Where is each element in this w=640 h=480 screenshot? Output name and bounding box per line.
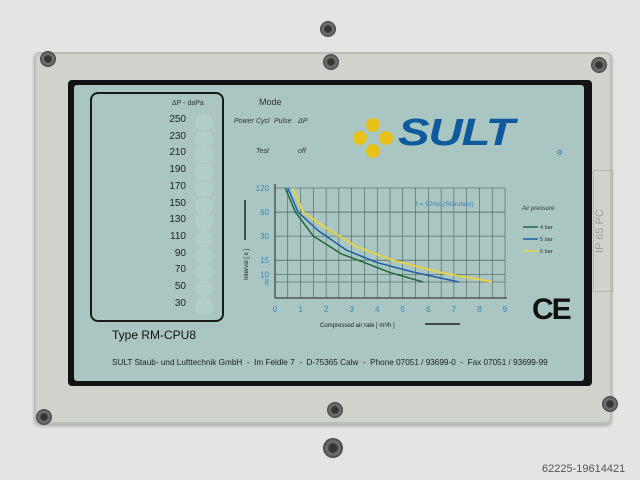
y-tick-label: 15 — [260, 256, 269, 265]
pressure-led — [196, 165, 212, 180]
scale-value: 230 — [169, 130, 186, 142]
registered-mark: ® — [557, 150, 563, 157]
pressure-led — [196, 248, 212, 263]
x-axis-label: Compressed air rate [ m³/h ] — [320, 323, 395, 329]
scale-value: 110 — [170, 230, 186, 242]
series-line-5-bar — [287, 187, 460, 283]
scale-value: 50 — [174, 281, 186, 292]
screw — [320, 21, 336, 37]
x-tick-label: 5 — [401, 305, 406, 314]
x-tick-label: 1 — [298, 305, 303, 314]
screw — [40, 51, 56, 67]
mode-title: Mode — [259, 97, 282, 107]
brand-logo: SULT — [398, 112, 515, 154]
side-label: IP 65 PC — [593, 170, 613, 292]
screw — [323, 438, 343, 458]
x-tick-label: 0 — [273, 305, 278, 314]
legend-label: 6 bar — [540, 249, 553, 255]
x-tick-label: 9 — [503, 305, 508, 314]
scale-value: 90 — [174, 247, 186, 259]
scale-value: 70 — [174, 264, 186, 276]
manufacturer-footer: SULT Staub- und Lufttechnik GmbH - Im Fe… — [112, 358, 548, 367]
scale-value: 150 — [169, 197, 186, 209]
pressure-scale: ΔP - daPa 250 230 210 190 170 150 130 110 90 70 50… — [90, 92, 224, 322]
pressure-led — [196, 148, 212, 163]
y-tick-label: 120 — [256, 184, 270, 193]
pressure-led — [196, 215, 212, 230]
legend-title: Air pressure — [521, 206, 555, 212]
x-tick-label: 4 — [375, 305, 380, 314]
y-tick-label: 10 — [260, 270, 269, 279]
series-line-6-bar — [291, 187, 493, 283]
pressure-led — [196, 265, 212, 280]
x-tick-label: 6 — [426, 305, 431, 314]
pressure-led — [196, 231, 212, 246]
x-tick-label: 8 — [477, 305, 482, 314]
scale-value: 190 — [169, 164, 186, 176]
x-tick-label: 3 — [349, 305, 354, 314]
mode-power: Power — [234, 118, 254, 125]
scale-value: 170 — [169, 180, 186, 192]
pressure-led — [196, 198, 212, 213]
pressure-led — [196, 131, 212, 146]
y-tick-label: 8 — [265, 278, 270, 287]
y-tick-label: 60 — [260, 208, 269, 217]
pressure-led — [196, 282, 212, 296]
scale-value: 130 — [169, 214, 186, 226]
watermark: 62225-19614421 — [542, 463, 626, 475]
pressure-led — [196, 181, 212, 196]
sult-flower-logo-icon — [353, 118, 393, 158]
scale-value: 210 — [169, 147, 186, 159]
series-line-4-bar — [284, 187, 424, 283]
scale-value: 30 — [174, 297, 186, 309]
screw — [36, 409, 52, 425]
legend-label: 4 bar — [540, 225, 553, 231]
type-label: Type RM-CPU8 — [112, 328, 197, 342]
screw — [602, 396, 618, 412]
off-label: off — [298, 148, 306, 155]
scale-header: ΔP - daPa — [172, 100, 204, 107]
screw — [323, 54, 339, 70]
pressure-led — [196, 115, 212, 129]
x-tick-label: 7 — [452, 305, 457, 314]
mode-cycl: Cycl — [256, 118, 270, 125]
pressure-led — [196, 298, 212, 313]
screw — [327, 402, 343, 418]
screw — [591, 57, 607, 73]
chart-annotation: t = 90ms (Standard) — [416, 201, 474, 208]
y-axis-label: Interval [ s ] — [244, 249, 250, 280]
scale-value: 250 — [169, 114, 186, 125]
ce-mark: CE — [532, 293, 572, 326]
mode-pulse: Pulse — [274, 118, 292, 125]
legend-label: 5 bar — [540, 237, 553, 243]
test-button[interactable]: Test — [256, 148, 269, 155]
mode-dp: ΔP — [298, 118, 308, 125]
y-tick-label: 30 — [260, 232, 269, 241]
control-panel — [74, 85, 584, 381]
x-tick-label: 2 — [324, 305, 329, 314]
